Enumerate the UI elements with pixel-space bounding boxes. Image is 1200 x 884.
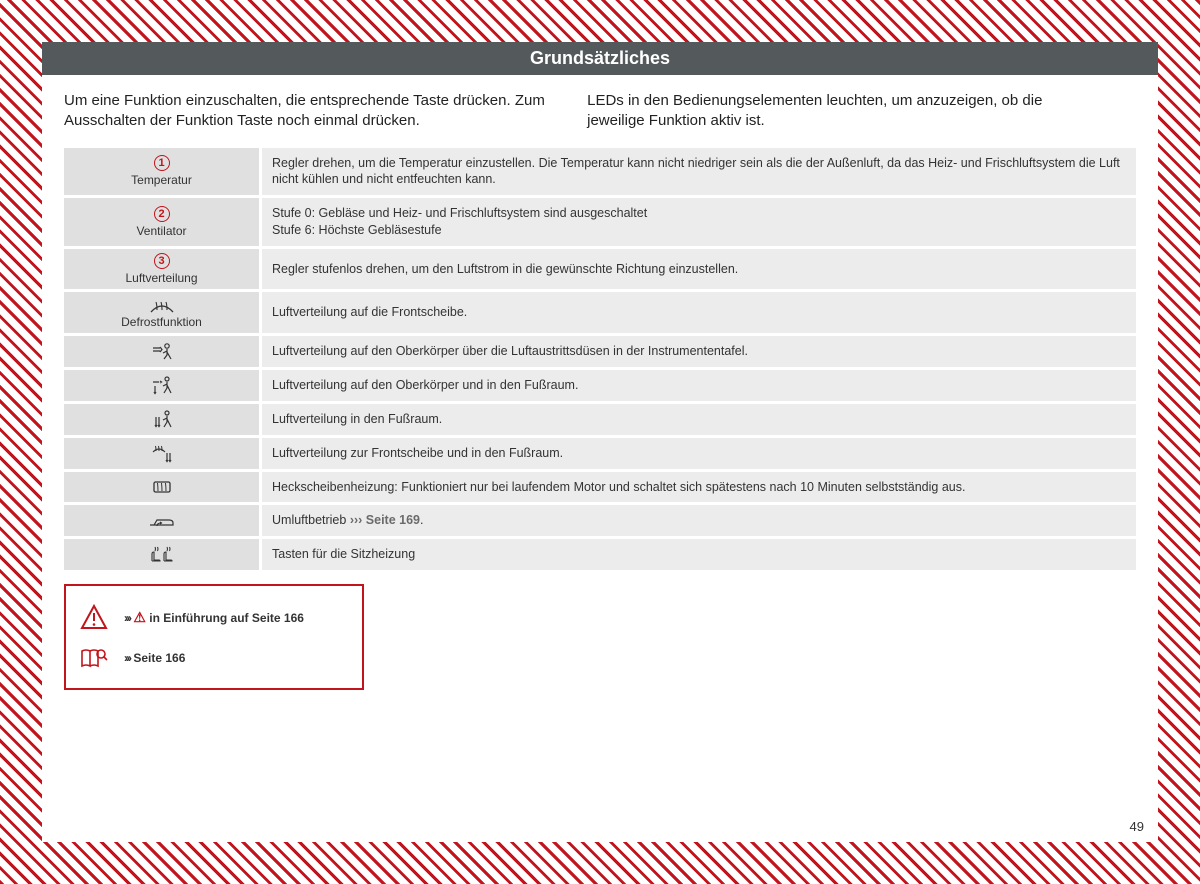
label-text: Luftverteilung (125, 271, 197, 285)
defrost-icon (149, 296, 175, 314)
row-label: 2 Ventilator (64, 198, 259, 246)
book-magnifier-icon (79, 646, 109, 670)
table-row: Luftverteilung zur Frontscheibe und in d… (64, 438, 1136, 469)
row-label (64, 539, 259, 570)
row-desc: Luftverteilung auf die Frontscheibe. (262, 292, 1136, 333)
desc-text: Umluftbetrieb (272, 513, 350, 527)
label-text: Defrostfunktion (121, 315, 202, 329)
row-label (64, 505, 259, 536)
table-row: Umluftbetrieb ››› Seite 169. (64, 505, 1136, 536)
rear-defrost-icon (149, 478, 175, 496)
label-text: Ventilator (136, 224, 186, 238)
ref-label: Seite 166 (130, 651, 185, 665)
table-row: 3 Luftverteilung Regler stufenlos drehen… (64, 249, 1136, 289)
table-row: 1 Temperatur Regler drehen, um die Tempe… (64, 148, 1136, 196)
row-label: Defrostfunktion (64, 292, 259, 333)
intro-col2: LEDs in den Bedienungselementen leuchten… (587, 91, 1080, 132)
warning-icon (80, 604, 108, 630)
row-label (64, 472, 259, 503)
row-label (64, 370, 259, 401)
row-desc: Stufe 0: Gebläse und Heiz- und Frischluf… (262, 198, 1136, 246)
table-row: Heckscheibenheizung: Funktioniert nur be… (64, 472, 1136, 503)
seat-heating-icon (147, 546, 177, 564)
number-badge: 1 (154, 155, 170, 171)
row-label: 3 Luftverteilung (64, 249, 259, 289)
row-desc: Luftverteilung auf den Oberkörper und in… (262, 370, 1136, 401)
table-row: Tasten für die Sitzheizung (64, 539, 1136, 570)
row-label (64, 336, 259, 367)
air-upper-icon (149, 341, 175, 361)
row-desc: Umluftbetrieb ››› Seite 169. (262, 505, 1136, 536)
row-desc: Regler drehen, um die Temperatur einzust… (262, 148, 1136, 196)
table-row: Defrostfunktion Luftverteilung auf die F… (64, 292, 1136, 333)
desc-line: Stufe 0: Gebläse und Heiz- und Frischluf… (272, 205, 647, 222)
row-label (64, 438, 259, 469)
air-upper-foot-icon (149, 375, 175, 395)
table-row: Luftverteilung in den Fußraum. (64, 404, 1136, 435)
page: Grundsätzliches Um eine Funktion einzusc… (42, 42, 1158, 842)
number-badge: 3 (154, 253, 170, 269)
recirculation-icon (147, 513, 177, 529)
warning-triangle-icon: ⚠ (133, 609, 146, 625)
table-row: Luftverteilung auf den Oberkörper und in… (64, 370, 1136, 401)
ref-label: in Einführung auf Seite 166 (146, 611, 304, 625)
row-desc: Luftverteilung in den Fußraum. (262, 404, 1136, 435)
row-desc: Regler stufenlos drehen, um den Luftstro… (262, 249, 1136, 289)
row-desc: Luftverteilung auf den Oberkörper über d… (262, 336, 1136, 367)
intro-text: Um eine Funktion einzuschalten, die ents… (42, 91, 1158, 148)
intro-col1: Um eine Funktion einzuschalten, die ents… (64, 91, 557, 132)
page-number: 49 (1130, 819, 1144, 834)
row-label (64, 404, 259, 435)
row-desc: Tasten für die Sitzheizung (262, 539, 1136, 570)
label-text: Temperatur (131, 173, 192, 187)
row-label: 1 Temperatur (64, 148, 259, 196)
desc-text: . (420, 513, 423, 527)
page-title: Grundsätzliches (42, 42, 1158, 75)
desc-line: Stufe 6: Höchste Gebläsestufe (272, 222, 647, 239)
reference-row: ››› ⚠ in Einführung auf Seite 166 (78, 596, 350, 638)
arrows-icon: ››› (124, 611, 130, 625)
function-table: 1 Temperatur Regler drehen, um die Tempe… (42, 148, 1158, 571)
row-desc: Luftverteilung zur Frontscheibe und in d… (262, 438, 1136, 469)
page-link[interactable]: ››› Seite 169 (350, 513, 420, 527)
row-desc: Heckscheibenheizung: Funktioniert nur be… (262, 472, 1136, 503)
reference-box: ››› ⚠ in Einführung auf Seite 166 ››› Se… (64, 584, 364, 690)
table-row: Luftverteilung auf den Oberkörper über d… (64, 336, 1136, 367)
reference-text[interactable]: ››› Seite 166 (124, 651, 185, 665)
air-front-foot-icon (149, 443, 175, 463)
number-badge: 2 (154, 206, 170, 222)
air-foot-icon (149, 409, 175, 429)
table-row: 2 Ventilator Stufe 0: Gebläse und Heiz- … (64, 198, 1136, 246)
reference-text[interactable]: ››› ⚠ in Einführung auf Seite 166 (124, 609, 304, 626)
reference-row: ››› Seite 166 (78, 638, 350, 678)
